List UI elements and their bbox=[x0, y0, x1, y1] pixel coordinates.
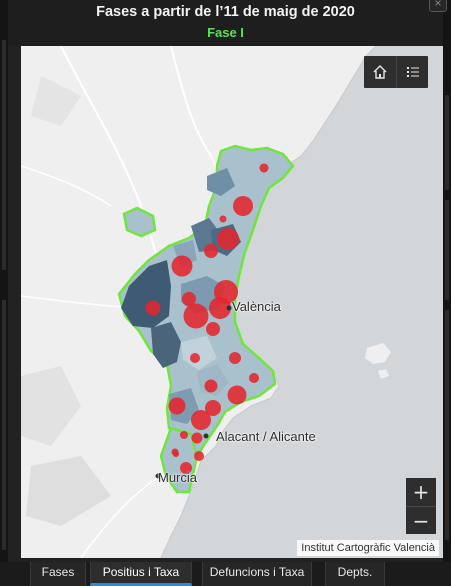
tab-bar: Fases Positius i Taxa Defuncions i Taxa … bbox=[0, 562, 451, 586]
department-mid-rate bbox=[207, 168, 235, 196]
left-scroll-handle bbox=[2, 40, 6, 270]
zoom-in-button[interactable]: + bbox=[412, 480, 430, 504]
positives-marker[interactable] bbox=[229, 352, 241, 364]
left-scroll-handle-lower bbox=[2, 300, 6, 550]
formentera-island bbox=[378, 369, 389, 379]
positives-marker[interactable] bbox=[206, 322, 220, 336]
positives-markers bbox=[145, 163, 269, 474]
panel-subtitle: Fase I bbox=[207, 25, 244, 40]
positives-marker[interactable] bbox=[204, 244, 218, 258]
positives-marker[interactable] bbox=[219, 215, 227, 223]
city-dot-valencia bbox=[226, 305, 232, 311]
right-edge bbox=[443, 0, 451, 586]
positives-marker[interactable] bbox=[173, 451, 179, 457]
department-low-rate bbox=[181, 336, 217, 370]
close-button[interactable]: × bbox=[429, 0, 447, 12]
positives-marker[interactable] bbox=[168, 397, 186, 415]
right-scroll-handle-2 bbox=[445, 200, 449, 300]
road bbox=[21, 165, 112, 207]
panel-title: Fases a partir de l’11 de maig de 2020 bbox=[96, 4, 355, 20]
city-label-alicante: Alacant / Alicante bbox=[216, 429, 316, 444]
positives-marker[interactable] bbox=[145, 300, 161, 316]
map-toolbar bbox=[364, 56, 428, 88]
map-view[interactable]: València Alacant / Alicante Murcia bbox=[21, 46, 443, 558]
positives-marker[interactable] bbox=[205, 400, 221, 416]
positives-marker[interactable] bbox=[190, 353, 200, 363]
ibiza-island bbox=[365, 343, 391, 364]
positives-marker[interactable] bbox=[217, 228, 239, 250]
positives-marker[interactable] bbox=[233, 196, 253, 216]
positives-marker[interactable] bbox=[182, 292, 196, 306]
tab-depts[interactable]: Depts. bbox=[325, 562, 385, 586]
positives-marker[interactable] bbox=[191, 432, 203, 444]
right-scroll-handle-3 bbox=[445, 310, 449, 540]
terrain-patch bbox=[31, 76, 81, 126]
tab-defuncions-i-taxa[interactable]: Defuncions i Taxa bbox=[202, 562, 312, 586]
city-label-murcia: Murcia bbox=[158, 470, 198, 485]
map-attribution: Institut Cartogràfic Valencià bbox=[297, 540, 439, 556]
home-icon bbox=[373, 65, 387, 79]
city-label-valencia: València bbox=[232, 299, 281, 314]
panel-header: Fases a partir de l’11 de maig de 2020 F… bbox=[8, 0, 447, 46]
list-icon bbox=[406, 67, 419, 77]
tab-fases[interactable]: Fases bbox=[30, 562, 86, 586]
left-edge bbox=[0, 0, 8, 586]
positives-marker[interactable] bbox=[194, 451, 204, 461]
map-panel: Fases a partir de l’11 de maig de 2020 F… bbox=[8, 0, 447, 562]
tab-positius-i-taxa[interactable]: Positius i Taxa bbox=[90, 562, 192, 586]
positives-marker[interactable] bbox=[209, 297, 231, 319]
zoom-out-button[interactable]: − bbox=[406, 506, 436, 534]
positives-marker[interactable] bbox=[204, 379, 218, 393]
home-button[interactable] bbox=[364, 56, 396, 88]
terrain-patch bbox=[26, 456, 111, 526]
positives-marker[interactable] bbox=[180, 462, 192, 474]
legend-list-button[interactable] bbox=[396, 56, 428, 88]
terrain-patch bbox=[21, 366, 81, 446]
city-dot-alicante bbox=[203, 433, 209, 439]
department-high-rate bbox=[151, 322, 181, 368]
zoom-control: + − bbox=[406, 478, 436, 534]
right-scroll-handle bbox=[445, 95, 449, 190]
positives-marker[interactable] bbox=[259, 163, 269, 173]
region-ademuz bbox=[122, 206, 157, 238]
positives-marker[interactable] bbox=[191, 410, 211, 430]
positives-marker[interactable] bbox=[227, 385, 247, 405]
positives-marker[interactable] bbox=[171, 255, 193, 277]
city-dot-murcia bbox=[155, 473, 161, 479]
positives-marker[interactable] bbox=[180, 431, 188, 439]
basemap bbox=[21, 46, 443, 558]
positives-marker[interactable] bbox=[183, 303, 209, 329]
positives-marker[interactable] bbox=[249, 373, 259, 383]
